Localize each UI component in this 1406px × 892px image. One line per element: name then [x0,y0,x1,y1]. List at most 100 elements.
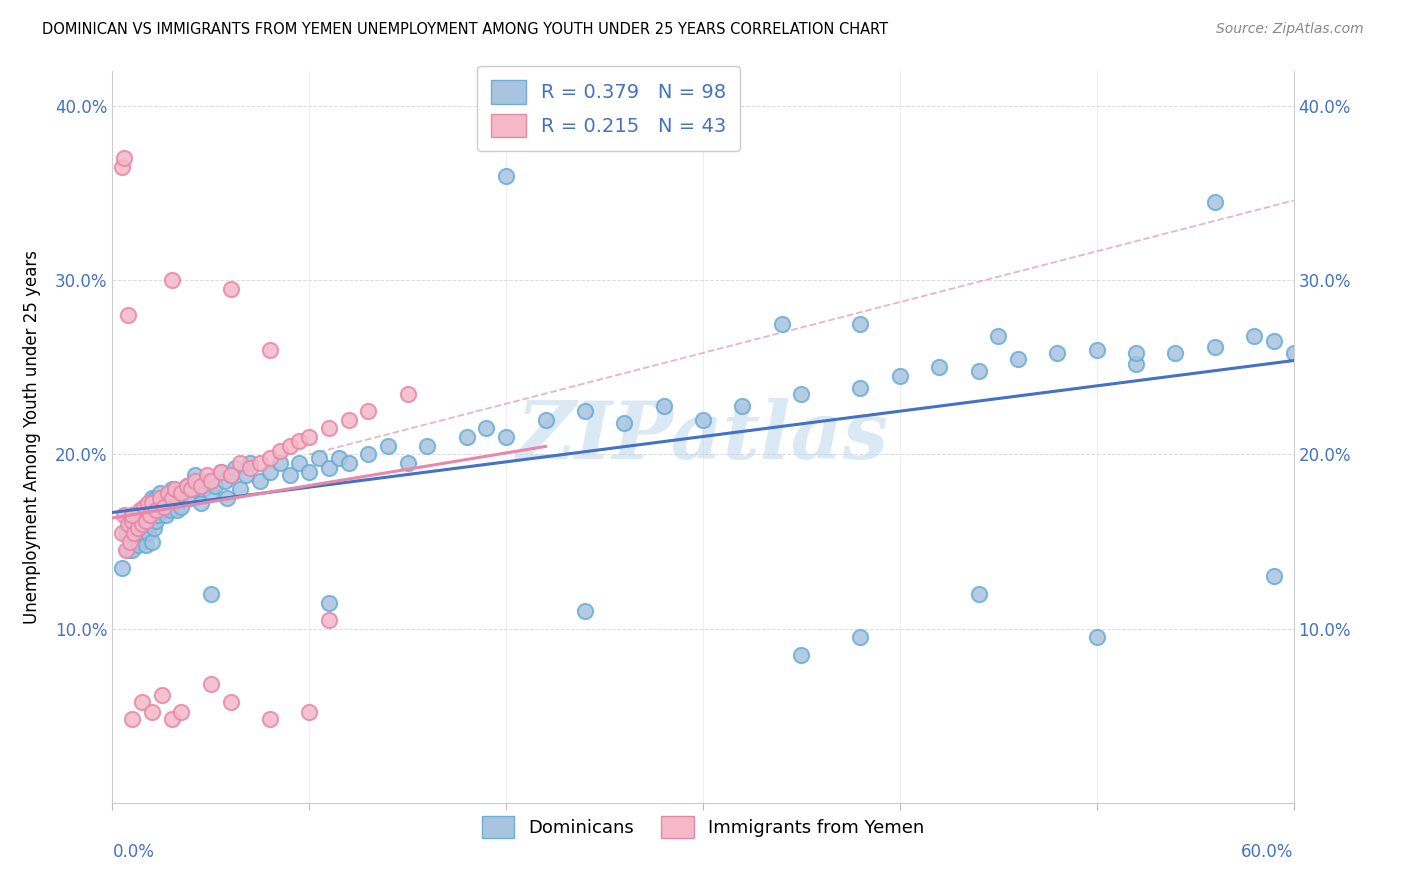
Point [849,631,872,645]
Point [318,613,340,627]
Point [129,514,152,528]
Point [155,508,177,523]
Point [160,491,183,505]
Point [318,595,340,609]
Point [170,705,193,719]
Point [156,485,179,500]
Point [987,329,1010,343]
Point [574,604,596,618]
Point [298,465,321,479]
Point [328,450,350,465]
Point [1263,569,1285,583]
Text: ZIPatlas: ZIPatlas [517,399,889,475]
Point [219,282,242,296]
Point [308,450,330,465]
Point [184,474,207,488]
Point [928,360,950,375]
Point [135,514,157,528]
Point [121,508,143,523]
Point [692,412,714,426]
Point [141,491,163,505]
Point [1243,329,1265,343]
Y-axis label: Unemployment Among Youth under 25 years: Unemployment Among Youth under 25 years [24,250,41,624]
Point [235,468,257,483]
Point [170,485,193,500]
Point [165,483,187,497]
Point [132,525,155,540]
Point [1204,339,1226,353]
Text: DOMINICAN VS IMMIGRANTS FROM YEMEN UNEMPLOYMENT AMONG YOUTH UNDER 25 YEARS CORRE: DOMINICAN VS IMMIGRANTS FROM YEMEN UNEMP… [42,22,889,37]
Point [141,534,163,549]
Point [141,514,163,528]
Point [731,399,754,413]
Point [141,705,163,719]
Point [166,503,188,517]
Point [195,468,218,483]
Point [318,421,340,435]
Point [180,483,202,497]
Point [278,439,301,453]
Text: Source: ZipAtlas.com: Source: ZipAtlas.com [1216,22,1364,37]
Point [456,430,478,444]
Point [160,712,183,726]
Point [190,479,212,493]
Point [269,456,291,470]
Point [396,386,419,401]
Point [357,404,380,418]
Point [229,483,252,497]
Legend: Dominicans, Immigrants from Yemen: Dominicans, Immigrants from Yemen [474,808,932,845]
Point [790,648,813,662]
Point [184,468,207,483]
Point [200,485,222,500]
Point [159,503,181,517]
Point [170,500,193,514]
Point [121,508,143,523]
Point [121,712,143,726]
Point [136,500,159,514]
Point [967,587,990,601]
Point [849,381,872,395]
Point [1007,351,1029,366]
Point [219,695,242,709]
Point [215,491,238,505]
Point [111,525,134,540]
Point [298,430,321,444]
Point [111,160,134,174]
Point [181,483,204,497]
Point [142,521,165,535]
Point [132,500,155,514]
Point [1085,343,1108,357]
Point [120,534,142,549]
Point [200,474,222,488]
Point [136,496,159,510]
Point [141,496,163,510]
Point [357,448,380,462]
Point [150,688,173,702]
Point [169,491,191,505]
Point [1125,346,1147,360]
Point [191,483,214,497]
Point [146,508,169,523]
Point [176,479,198,493]
Point [574,404,596,418]
Point [122,525,145,540]
Point [209,465,232,479]
Point [200,587,222,601]
Point [139,517,162,532]
Point [145,503,167,517]
Point [112,152,135,166]
Point [152,496,174,510]
Point [269,444,291,458]
Point [613,416,636,430]
Text: 60.0%: 60.0% [1241,843,1294,861]
Point [145,491,167,505]
Point [396,456,419,470]
Point [142,500,165,514]
Point [115,525,138,540]
Point [318,461,340,475]
Point [135,538,157,552]
Point [121,514,143,528]
Point [135,514,157,528]
Point [249,474,271,488]
Point [1204,194,1226,209]
